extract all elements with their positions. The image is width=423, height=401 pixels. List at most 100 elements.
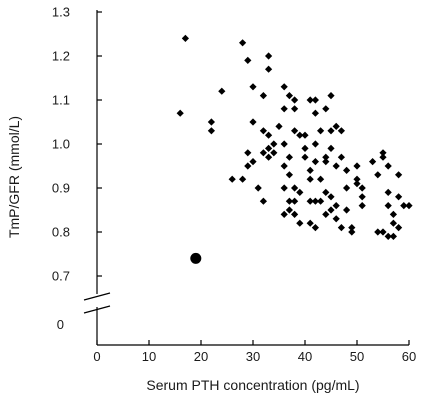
- data-point: [327, 127, 335, 135]
- data-point: [280, 105, 288, 113]
- points-layer: [176, 34, 413, 264]
- data-point: [337, 127, 345, 135]
- x-axis-label: Serum PTH concentration (pg/mL): [146, 377, 359, 393]
- highlighted-data-point: [190, 252, 202, 264]
- data-point: [291, 105, 299, 113]
- data-point: [244, 56, 252, 64]
- data-point: [400, 202, 408, 210]
- data-point: [384, 202, 392, 210]
- axes-layer: [83, 10, 409, 346]
- data-point: [317, 175, 325, 183]
- data-point: [343, 166, 351, 174]
- y-tick-label: 0.9: [52, 181, 70, 196]
- data-point: [280, 210, 288, 218]
- x-tick-label: 60: [402, 349, 416, 364]
- data-point: [280, 140, 288, 148]
- data-point: [291, 197, 299, 205]
- y-tick-label: 1.3: [52, 5, 70, 20]
- data-point: [358, 202, 366, 210]
- data-point: [280, 83, 288, 91]
- y-axis-zero-label: 0: [57, 317, 64, 332]
- data-point: [176, 109, 184, 117]
- x-tick-label: 20: [194, 349, 208, 364]
- data-point: [343, 206, 351, 214]
- data-point: [379, 153, 387, 161]
- data-point: [259, 197, 267, 205]
- data-point: [379, 149, 387, 157]
- data-point: [317, 197, 325, 205]
- data-point: [327, 92, 335, 100]
- data-point: [337, 224, 345, 232]
- data-point: [311, 140, 319, 148]
- data-point: [265, 65, 273, 73]
- data-point: [306, 175, 314, 183]
- data-point: [348, 228, 356, 236]
- data-point: [358, 184, 366, 192]
- data-point: [244, 149, 252, 157]
- y-tick-label: 1.1: [52, 93, 70, 108]
- data-point: [239, 39, 247, 47]
- x-tick-label: 40: [298, 349, 312, 364]
- data-point: [265, 144, 273, 152]
- data-point: [296, 219, 304, 227]
- y-tick-label: 1.0: [52, 137, 70, 152]
- data-point: [280, 162, 288, 170]
- data-point: [384, 188, 392, 196]
- data-point: [369, 158, 377, 166]
- axis-break-mark-lower: [83, 305, 111, 314]
- data-point: [358, 193, 366, 201]
- data-point: [291, 184, 299, 192]
- data-point: [285, 92, 293, 100]
- data-point: [322, 105, 330, 113]
- data-point: [311, 158, 319, 166]
- data-point: [389, 210, 397, 218]
- data-point: [249, 158, 257, 166]
- data-point: [259, 149, 267, 157]
- data-point: [405, 202, 413, 210]
- x-tick-label: 30: [246, 349, 260, 364]
- data-point: [275, 122, 283, 130]
- data-point: [265, 131, 273, 139]
- data-point: [389, 219, 397, 227]
- data-point: [285, 171, 293, 179]
- data-point: [353, 175, 361, 183]
- data-point: [379, 228, 387, 236]
- data-point: [265, 52, 273, 60]
- data-point: [181, 34, 189, 42]
- data-point: [306, 166, 314, 174]
- y-tick-label: 1.2: [52, 49, 70, 64]
- data-point: [322, 153, 330, 161]
- data-point: [322, 188, 330, 196]
- data-point: [353, 162, 361, 170]
- data-point: [332, 202, 340, 210]
- data-point: [301, 144, 309, 152]
- data-point: [259, 92, 267, 100]
- data-point: [311, 197, 319, 205]
- data-point: [332, 162, 340, 170]
- data-point: [395, 193, 403, 201]
- data-point: [249, 118, 257, 126]
- data-point: [296, 131, 304, 139]
- axis-break-mark-upper: [83, 292, 111, 301]
- data-point: [249, 83, 257, 91]
- data-point: [259, 127, 267, 135]
- data-point: [395, 224, 403, 232]
- data-point: [322, 158, 330, 166]
- data-point: [218, 87, 226, 95]
- data-point: [239, 175, 247, 183]
- data-point: [254, 184, 262, 192]
- data-point: [301, 131, 309, 139]
- y-axis-label: TmP/GFR (mmol/L): [6, 116, 22, 238]
- data-point: [327, 193, 335, 201]
- data-point: [228, 175, 236, 183]
- data-point: [327, 206, 335, 214]
- data-point: [291, 96, 299, 104]
- data-point: [306, 96, 314, 104]
- data-point: [384, 162, 392, 170]
- data-point: [207, 118, 215, 126]
- data-point: [395, 171, 403, 179]
- x-tick-label: 0: [93, 349, 100, 364]
- data-point: [296, 188, 304, 196]
- data-point: [374, 228, 382, 236]
